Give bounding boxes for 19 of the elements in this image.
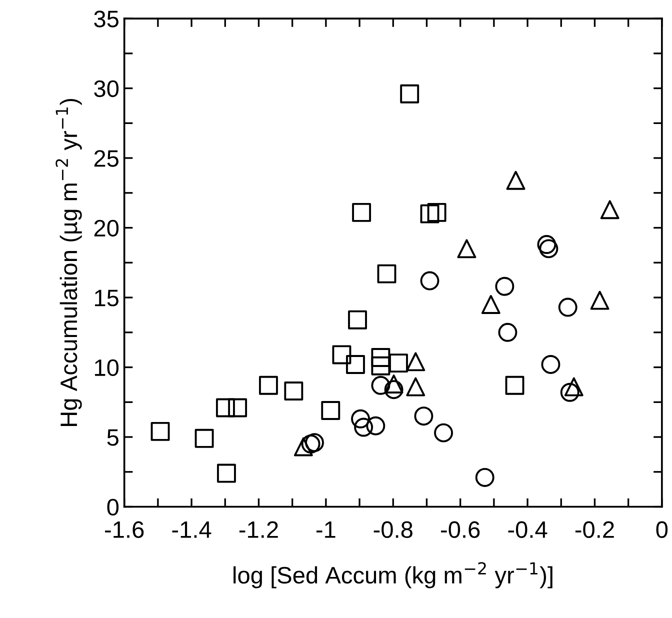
x-tick-label: -1.6 (105, 521, 144, 538)
x-tick-label: -1.4 (172, 522, 212, 538)
x-tick-label: 0 (656, 521, 668, 538)
x-tick-label: -0.6 (441, 521, 480, 538)
x-tick-label: -1 (316, 522, 336, 538)
y-tick-label: 10 (95, 359, 119, 376)
x-tick-label: -0.8 (374, 521, 412, 538)
y-axis-title: Hg Accumulation (µg m$^{−2}$ yr$^{−1}$) (56, 98, 82, 426)
y-tick-label: 5 (107, 429, 118, 446)
x-axis-title: log [Sed Accum (kg m$^{−2}$ yr$^{−1}$)] (234, 562, 552, 588)
x-tick-label: -0.2 (575, 521, 614, 538)
y-tick-label: 35 (94, 10, 118, 28)
y-tick-label: 20 (94, 220, 119, 237)
y-tick-label: 30 (94, 80, 119, 98)
x-tick-label: -1.2 (239, 521, 278, 538)
y-tick-label: 15 (95, 290, 118, 306)
x-tick-label: -0.4 (508, 521, 548, 538)
y-tick-label: 0 (107, 498, 119, 516)
y-tick-label: 25 (94, 150, 118, 167)
